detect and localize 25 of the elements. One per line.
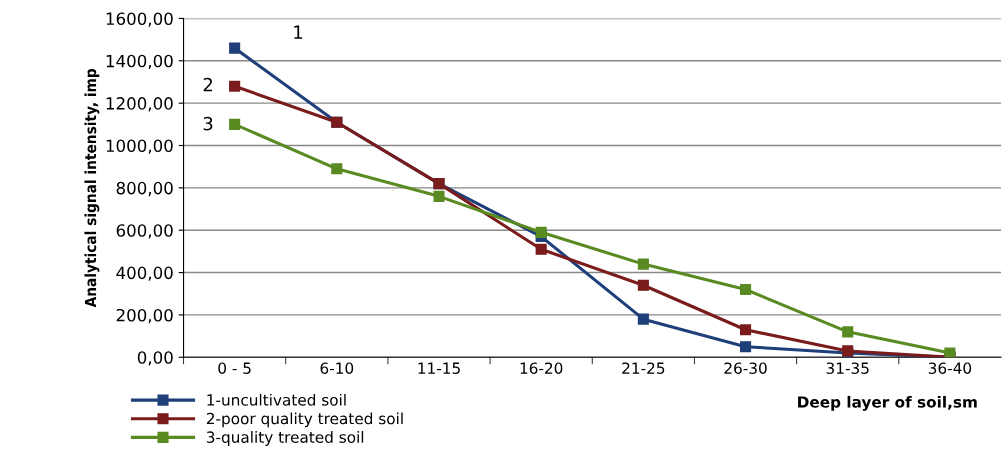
annotation: 3: [203, 116, 213, 131]
y-tick-label: 0,00: [137, 351, 173, 366]
x-tick-label: 21-25: [622, 362, 665, 374]
y-tick-label: 1600,00: [106, 12, 173, 27]
y-tick-label: 200,00: [116, 308, 173, 324]
legend-label: 2-poor quality treated soil: [206, 412, 403, 428]
y-tick-label: 1000,00: [106, 139, 173, 154]
x-tick-label: 31-35: [826, 362, 869, 374]
y-tick-label: 600,00: [116, 224, 173, 239]
y-tick-label: 400,00: [116, 266, 173, 281]
y-tick-label: 1400,00: [106, 54, 173, 70]
annotation: 1: [294, 25, 303, 39]
x-tick-label: 11-15: [418, 362, 460, 374]
y-axis-title: Analytical signal intensity, imp: [84, 68, 100, 308]
x-axis-title: Deep layer of soil,sm: [798, 395, 977, 411]
annotation: 2: [203, 77, 213, 92]
legend-label: 1-uncultivated soil: [207, 393, 346, 406]
x-tick-label: 0 - 5: [218, 362, 251, 374]
x-tick-label: 26-30: [724, 362, 767, 374]
legend-label: 3-quality treated soil: [206, 431, 364, 446]
x-tick-label: 16-20: [520, 362, 563, 374]
x-tick-label: 6-10: [320, 362, 354, 374]
y-tick-label: 800,00: [116, 181, 173, 197]
y-tick-label: 1200,00: [106, 97, 173, 112]
x-tick-label: 36-40: [928, 362, 972, 374]
